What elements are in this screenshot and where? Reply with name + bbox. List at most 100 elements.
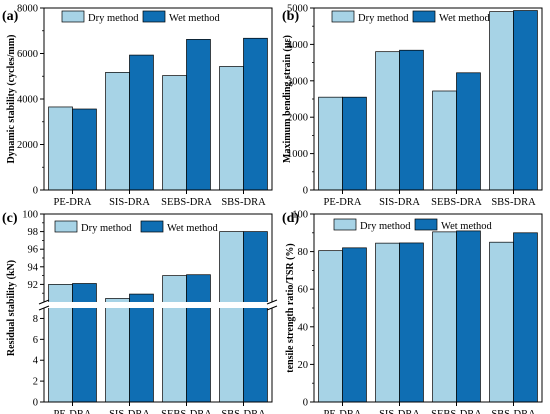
panel-c-bar-pe-dra-wet — [72, 283, 97, 403]
panel-d-legend: Dry method Wet method — [333, 218, 493, 232]
panel-a-bars — [48, 37, 268, 191]
x-tick-label: PE-DRA — [324, 409, 362, 414]
panel-d-label: (d) — [282, 211, 299, 226]
panel-c-label: (c) — [2, 211, 18, 226]
axis-break-mark — [266, 299, 278, 305]
panel-c-x-ticks: PE-DRA SIS-DRA SEBS-DRA SBS-DRA — [54, 402, 266, 414]
y-tick-label: 100 — [292, 210, 308, 221]
y-tick-label: 4000 — [17, 95, 38, 106]
panel-c-bar-sebs-dra-wet — [186, 274, 211, 403]
panel-d-bar-sebs-dra-wet — [456, 230, 481, 403]
panel-c-bars — [48, 231, 268, 403]
axis-break-mark — [38, 305, 50, 311]
panel-a-legend-wet-swatch — [142, 10, 166, 23]
y-tick-label: 0 — [33, 186, 38, 197]
panel-d-legend-wet-label: Wet method — [441, 221, 493, 232]
panel-a-bar-pe-dra-dry — [48, 106, 73, 191]
y-tick-label: 96 — [28, 245, 39, 256]
panel-b-bar-sis-dra-dry — [375, 51, 400, 191]
x-tick-label: SBS-DRA — [491, 409, 536, 414]
y-tick-label: 92 — [28, 280, 39, 291]
panel-b-bar-pe-dra-dry — [318, 96, 343, 191]
panel-d-bars — [318, 230, 538, 403]
panel-c: 92 94 96 98 100 0 2 4 6 8 PE-DRA SIS-DRA SEBS-DRA SB… — [2, 210, 278, 414]
y-tick-label: 0 — [33, 398, 38, 409]
y-tick-label: 20 — [298, 360, 309, 371]
panel-b-bar-sebs-dra-wet — [456, 72, 481, 191]
y-tick-label: 2000 — [287, 113, 308, 124]
panel-c-legend-dry-swatch — [54, 220, 78, 233]
axis-break-mark — [38, 299, 50, 305]
panel-a-bar-sbs-dra-wet — [243, 37, 268, 191]
y-tick-label: 80 — [298, 247, 309, 258]
y-tick-label: 100 — [22, 210, 38, 221]
panel-d-y-ticks: 0 20 40 60 80 100 — [292, 210, 314, 409]
panel-a-y-axis-label: Dynamic stability (cycles/mm) — [6, 35, 17, 164]
x-tick-label: SBS-DRA — [221, 409, 266, 414]
panel-a-legend-wet-label: Wet method — [169, 13, 221, 24]
y-tick-label: 6000 — [17, 49, 38, 60]
panel-b-bar-sis-dra-wet — [399, 49, 424, 191]
panel-c-axis-break — [38, 299, 278, 311]
x-tick-label: PE-DRA — [54, 409, 92, 414]
panel-b-y-ticks: 0 1000 2000 3000 4000 5000 — [287, 4, 314, 197]
panel-d-bar-pe-dra-dry — [318, 250, 343, 403]
axis-break-mark — [266, 305, 278, 311]
panel-c-bar-sbs-dra-dry — [219, 231, 244, 403]
panel-d-bar-sbs-dra-wet — [513, 232, 538, 403]
panel-d-legend-dry-swatch — [333, 218, 357, 231]
panel-a-bar-sebs-dra-dry — [162, 75, 187, 191]
panel-b-legend-dry-label: Dry method — [358, 13, 409, 24]
panel-a-bar-pe-dra-wet — [72, 108, 97, 191]
panel-d-y-axis-label: tensile strength ratio/TSR (%) — [285, 243, 296, 373]
panel-a: 0 2000 4000 6000 8000 PE-DRA SIS-DRA SEBS-DRA S… — [2, 4, 273, 208]
panel-a-bar-sis-dra-wet — [129, 54, 154, 191]
y-tick-label: 4000 — [287, 40, 308, 51]
panel-b-legend-dry-swatch — [331, 10, 355, 23]
x-tick-label: SBS-DRA — [221, 197, 266, 208]
y-tick-label: 94 — [28, 262, 39, 273]
panel-b-legend: Dry method Wet method — [331, 10, 491, 24]
panel-b-label: (b) — [282, 9, 299, 24]
panel-b-legend-wet-label: Wet method — [439, 13, 491, 24]
panel-a-legend-dry-label: Dry method — [88, 13, 139, 24]
panel-a-bar-sis-dra-dry — [105, 72, 130, 191]
panel-d-bar-sis-dra-dry — [375, 242, 400, 403]
x-tick-label: SIS-DRA — [109, 409, 150, 414]
x-tick-label: PE-DRA — [324, 197, 362, 208]
panel-b-bar-pe-dra-wet — [342, 96, 367, 191]
y-tick-label: 8 — [33, 314, 38, 325]
x-tick-label: PE-DRA — [54, 197, 92, 208]
panel-d-bar-sbs-dra-dry — [489, 241, 514, 403]
y-tick-label: 6 — [33, 335, 38, 346]
panel-b-y-axis-label: Maximum bending strain (με) — [282, 35, 293, 163]
y-tick-label: 2 — [33, 377, 38, 388]
y-tick-label: 4 — [33, 356, 39, 367]
y-tick-label: 60 — [298, 285, 309, 296]
panel-a-legend-dry-swatch — [61, 10, 85, 23]
y-tick-label: 8000 — [17, 4, 38, 15]
panel-b-x-ticks: PE-DRA SIS-DRA SEBS-DRA SBS-DRA — [324, 190, 536, 208]
panel-b-bar-sebs-dra-dry — [432, 90, 457, 191]
panel-c-y-ticks: 92 94 96 98 100 0 2 4 6 8 — [22, 210, 44, 409]
panel-b-bars — [318, 10, 538, 191]
panel-a-bar-sbs-dra-dry — [219, 66, 244, 191]
x-tick-label: SBS-DRA — [491, 197, 536, 208]
y-tick-label: 0 — [303, 186, 308, 197]
x-tick-label: SIS-DRA — [379, 409, 420, 414]
panel-d: 0 20 40 60 80 100 PE-DRA SIS-DRA SEBS-DRA SBS-DR… — [282, 210, 543, 414]
panel-a-y-ticks: 0 2000 4000 6000 8000 — [17, 4, 44, 197]
y-tick-label: 40 — [298, 322, 309, 333]
panel-b-bar-sbs-dra-dry — [489, 11, 514, 191]
y-tick-label: 98 — [28, 227, 39, 238]
panel-d-bar-sis-dra-wet — [399, 242, 424, 403]
panel-c-bar-sbs-dra-wet — [243, 231, 268, 403]
x-tick-label: SEBS-DRA — [161, 197, 212, 208]
panel-a-label: (a) — [2, 9, 19, 24]
panel-d-x-ticks: PE-DRA SIS-DRA SEBS-DRA SBS-DRA — [324, 402, 536, 414]
y-tick-label: 0 — [303, 398, 308, 409]
panel-d-legend-dry-label: Dry method — [360, 221, 411, 232]
panel-c-bar-sis-dra-dry — [105, 298, 130, 403]
panel-c-bar-sis-dra-wet — [129, 293, 154, 403]
